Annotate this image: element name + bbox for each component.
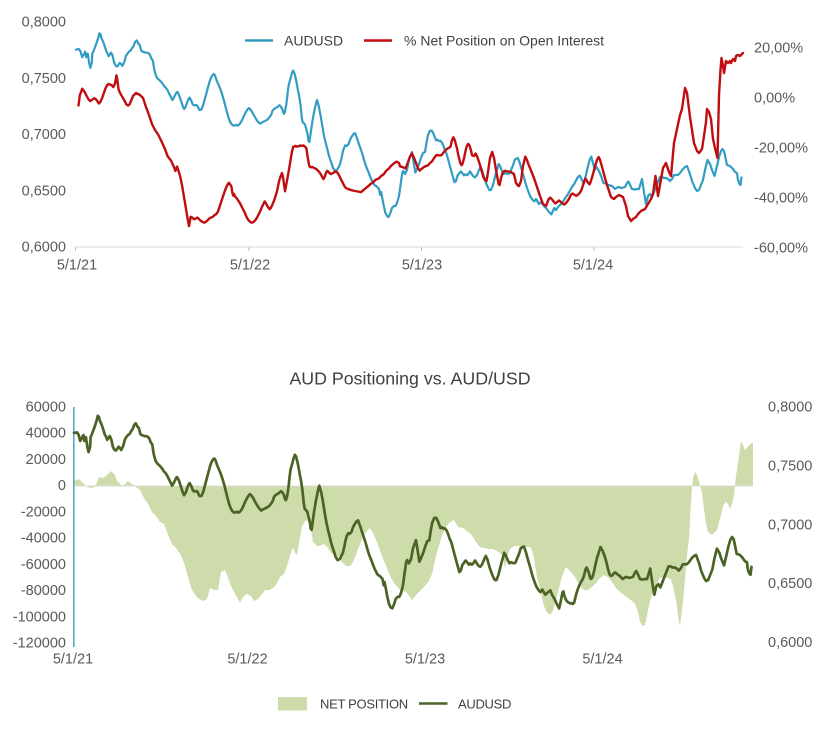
svg-text:0,6000: 0,6000 (22, 240, 66, 256)
svg-text:-60000: -60000 (21, 557, 66, 573)
svg-text:-40,00%: -40,00% (754, 191, 808, 207)
svg-text:0: 0 (58, 478, 66, 494)
svg-text:AUDUSD: AUDUSD (458, 697, 511, 712)
svg-text:0,6500: 0,6500 (22, 183, 66, 199)
svg-text:0,7500: 0,7500 (22, 71, 66, 87)
svg-text:NET POSITION: NET POSITION (320, 697, 408, 712)
svg-text:60000: 60000 (26, 400, 66, 416)
svg-text:5/1/23: 5/1/23 (402, 258, 442, 274)
svg-text:0,7000: 0,7000 (768, 517, 812, 533)
svg-text:20,00%: 20,00% (754, 41, 803, 57)
svg-text:% Net Position on Open Interes: % Net Position on Open Interest (404, 33, 604, 49)
svg-text:5/1/22: 5/1/22 (227, 652, 267, 668)
svg-text:5/1/23: 5/1/23 (405, 652, 445, 668)
svg-text:-20,00%: -20,00% (754, 141, 808, 157)
svg-text:AUD Positioning vs. AUD/USD: AUD Positioning vs. AUD/USD (289, 369, 530, 389)
svg-text:0,8000: 0,8000 (22, 15, 66, 31)
svg-text:5/1/24: 5/1/24 (582, 652, 622, 668)
svg-text:-20000: -20000 (21, 505, 66, 521)
svg-text:5/1/21: 5/1/21 (53, 652, 93, 668)
svg-text:-120000: -120000 (13, 636, 66, 652)
svg-text:5/1/24: 5/1/24 (573, 258, 613, 274)
svg-text:-40000: -40000 (21, 531, 66, 547)
svg-text:-100000: -100000 (13, 609, 66, 625)
svg-text:0,00%: 0,00% (754, 91, 795, 107)
svg-text:0,6000: 0,6000 (768, 635, 812, 651)
svg-text:AUDUSD: AUDUSD (284, 33, 343, 49)
svg-text:0,7500: 0,7500 (768, 458, 812, 474)
svg-text:20000: 20000 (26, 452, 66, 468)
svg-text:-60,00%: -60,00% (754, 241, 808, 257)
svg-text:-80000: -80000 (21, 583, 66, 599)
svg-text:40000: 40000 (26, 426, 66, 442)
svg-text:5/1/22: 5/1/22 (230, 258, 270, 274)
svg-text:0,7000: 0,7000 (22, 127, 66, 143)
svg-text:0,8000: 0,8000 (768, 400, 812, 416)
svg-text:0,6500: 0,6500 (768, 576, 812, 592)
svg-text:5/1/21: 5/1/21 (57, 258, 97, 274)
